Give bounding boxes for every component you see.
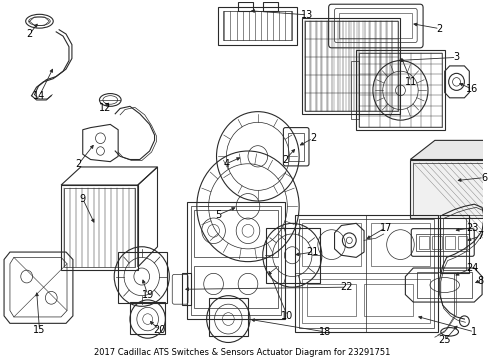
- Text: 8: 8: [476, 276, 482, 286]
- Text: 7: 7: [476, 231, 482, 241]
- Text: 2: 2: [76, 159, 82, 169]
- Bar: [355, 50, 444, 130]
- Text: 17: 17: [379, 222, 391, 233]
- Text: 2: 2: [309, 133, 315, 143]
- Bar: [363, 284, 412, 316]
- Text: 12: 12: [99, 103, 111, 113]
- Text: 3: 3: [452, 53, 459, 62]
- Text: 15: 15: [33, 325, 45, 335]
- Text: 5: 5: [215, 210, 221, 220]
- Text: 2: 2: [282, 154, 288, 165]
- Bar: [412, 163, 485, 215]
- Bar: [444, 236, 454, 249]
- Bar: [306, 284, 355, 316]
- Text: 2: 2: [26, 29, 33, 39]
- Bar: [194, 210, 277, 257]
- Bar: [265, 228, 319, 283]
- Text: 4: 4: [223, 159, 229, 169]
- Bar: [118, 252, 167, 303]
- Bar: [409, 159, 488, 218]
- Text: 11: 11: [405, 77, 417, 87]
- Bar: [190, 206, 281, 315]
- Bar: [442, 218, 466, 270]
- Bar: [339, 13, 411, 38]
- Text: 24: 24: [465, 263, 477, 273]
- Bar: [64, 188, 135, 267]
- Text: 10: 10: [281, 311, 293, 321]
- Text: 14: 14: [33, 91, 45, 101]
- Bar: [288, 133, 304, 161]
- Bar: [457, 236, 467, 249]
- Bar: [302, 223, 360, 266]
- Bar: [416, 272, 471, 298]
- Text: 23: 23: [465, 222, 477, 233]
- Bar: [418, 236, 428, 249]
- Polygon shape: [409, 140, 488, 159]
- Text: 2017 Cadillac ATS Switches & Sensors Actuator Diagram for 23291751: 2017 Cadillac ATS Switches & Sensors Act…: [94, 348, 389, 357]
- Bar: [208, 298, 247, 336]
- Text: 6: 6: [480, 172, 486, 183]
- Text: 20: 20: [153, 325, 165, 335]
- Bar: [302, 18, 400, 114]
- Bar: [299, 219, 433, 328]
- Bar: [439, 215, 468, 273]
- Bar: [370, 223, 429, 266]
- Text: 25: 25: [438, 336, 450, 345]
- Bar: [431, 236, 441, 249]
- Text: 21: 21: [306, 247, 319, 257]
- Bar: [302, 279, 429, 323]
- Bar: [295, 215, 437, 332]
- Text: 1: 1: [470, 327, 476, 337]
- Text: 13: 13: [300, 10, 312, 20]
- Bar: [350, 60, 358, 119]
- Text: 16: 16: [465, 84, 477, 94]
- Bar: [186, 202, 285, 319]
- Bar: [238, 2, 252, 10]
- Text: 9: 9: [80, 194, 85, 204]
- Text: 2: 2: [436, 24, 442, 34]
- Bar: [61, 185, 138, 270]
- Bar: [130, 302, 165, 334]
- Text: 18: 18: [318, 327, 330, 337]
- Bar: [262, 2, 277, 10]
- Bar: [223, 10, 292, 40]
- Text: 22: 22: [340, 282, 352, 292]
- Bar: [358, 53, 441, 127]
- Bar: [305, 21, 397, 111]
- Bar: [415, 234, 468, 251]
- Bar: [194, 266, 277, 309]
- Text: 19: 19: [141, 289, 153, 300]
- Bar: [218, 8, 297, 45]
